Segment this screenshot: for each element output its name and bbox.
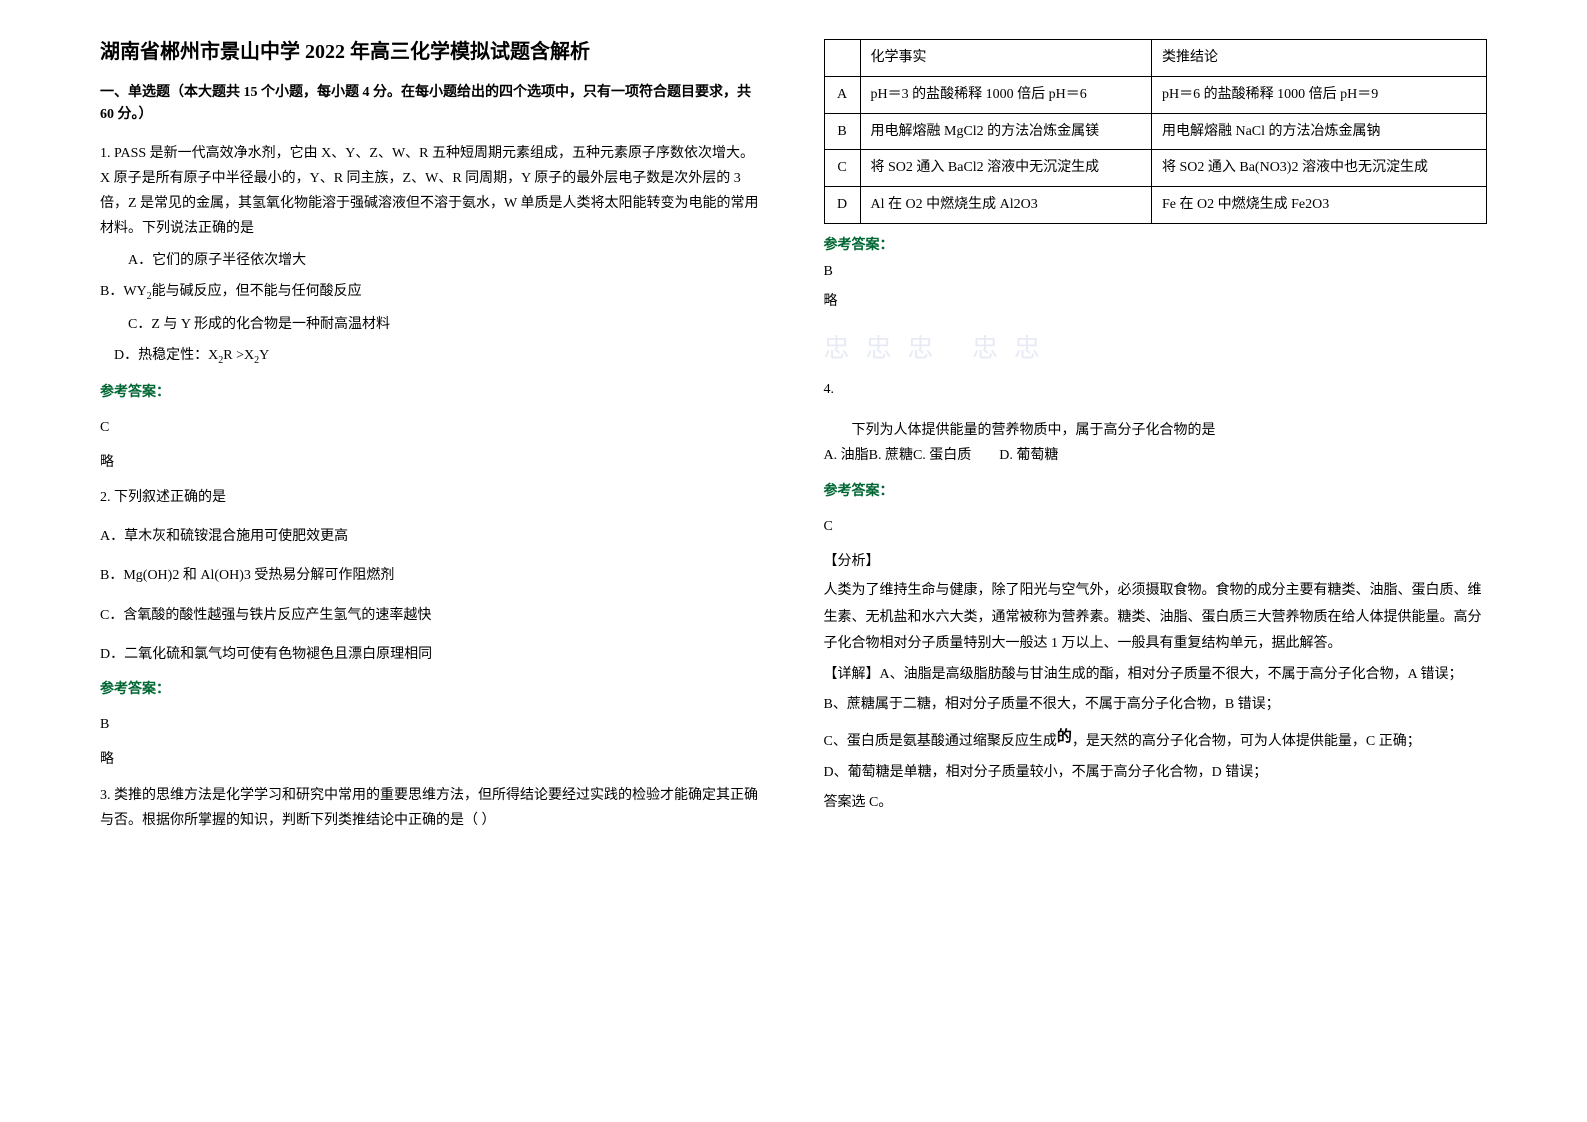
q4-text: 下列为人体提供能量的营养物质中，属于高分子化合物的是 <box>824 418 1488 443</box>
q3-row-d: D Al 在 O2 中燃烧生成 Al2O3 Fe 在 O2 中燃烧生成 Fe2O… <box>824 187 1487 224</box>
q4-answer: C <box>824 514 1488 539</box>
q1-option-d: D．热稳定性：X2R >X2Y <box>114 343 764 370</box>
q3-A-concl: pH＝6 的盐酸稀释 1000 倍后 pH＝9 <box>1151 76 1486 113</box>
q4-analysis-label: 【分析】 <box>824 549 1488 574</box>
q1-option-b: B．WY2能与碱反应，但不能与任何酸反应 <box>100 279 764 306</box>
left-column: 湖南省郴州市景山中学 2022 年高三化学模拟试题含解析 一、单选题（本大题共 … <box>60 35 794 1087</box>
q1-omit: 略 <box>100 450 764 475</box>
q3-text: 3. 类推的思维方法是化学学习和研究中常用的重要思维方法，但所得结论要经过实践的… <box>100 783 764 833</box>
q1-optD-mid: R >X <box>223 348 254 363</box>
q4-answer-label: 参考答案： <box>824 479 1488 504</box>
q3-D-lbl: D <box>824 187 860 224</box>
q3-A-lbl: A <box>824 76 860 113</box>
q4-detailA: A、油脂是高级脂肪酸与甘油生成的酯，相对分子质量不很大，不属于高分子化合物，A … <box>880 667 1463 682</box>
q3-answer: B <box>824 264 1488 280</box>
q3-B-fact: 用电解熔融 MgCl2 的方法冶炼金属镁 <box>860 113 1151 150</box>
q3-omit: 略 <box>824 290 1488 310</box>
q1-answer-label: 参考答案： <box>100 380 764 405</box>
q1-optD-pre: D．热稳定性：X <box>114 348 218 363</box>
q1-answer: C <box>100 415 764 440</box>
q1-optB-post: 能与碱反应，但不能与任何酸反应 <box>152 284 362 299</box>
q4-detailC-pre: C、蛋白质是氨基酸通过缩聚反应生成 <box>824 734 1057 749</box>
question-2: 2. 下列叙述正确的是 A．草木灰和硫铵混合施用可使肥效更高 B．Mg(OH)2… <box>100 485 764 773</box>
q1-option-a: A．它们的原子半径依次增大 <box>128 248 764 273</box>
q3-D-fact: Al 在 O2 中燃烧生成 Al2O3 <box>860 187 1151 224</box>
q4-final: 答案选 C。 <box>824 790 1488 817</box>
q3-B-concl: 用电解熔融 NaCl 的方法冶炼金属钠 <box>1151 113 1486 150</box>
q2-answer: B <box>100 712 764 737</box>
q3-row-a: A pH＝3 的盐酸稀释 1000 倍后 pH＝6 pH＝6 的盐酸稀释 100… <box>824 76 1487 113</box>
q2-option-c: C．含氧酸的酸性越强与铁片反应产生氢气的速率越快 <box>100 603 764 628</box>
right-column: 化学事实 类推结论 A pH＝3 的盐酸稀释 1000 倍后 pH＝6 pH＝6… <box>794 35 1528 1087</box>
q4-detailC-post: ，是天然的高分子化合物，可为人体提供能量，C 正确； <box>1072 734 1421 749</box>
q3-C-concl: 将 SO2 通入 Ba(NO3)2 溶液中也无沉淀生成 <box>1151 150 1486 187</box>
q3-th-concl: 类推结论 <box>1151 40 1486 77</box>
q4-detail-label: 【详解】 <box>824 667 880 682</box>
question-4: 4. 下列为人体提供能量的营养物质中，属于高分子化合物的是 A. 油脂B. 蔗糖… <box>824 377 1488 817</box>
q2-option-b: B．Mg(OH)2 和 Al(OH)3 受热易分解可作阻燃剂 <box>100 563 764 588</box>
q3-answer-label: 参考答案： <box>824 234 1488 254</box>
watermark: 忠忠忠 忠忠 <box>824 328 1488 365</box>
q3-D-concl: Fe 在 O2 中燃烧生成 Fe2O3 <box>1151 187 1486 224</box>
q4-num: 4. <box>824 377 1488 402</box>
q3-row-b: B 用电解熔融 MgCl2 的方法冶炼金属镁 用电解熔融 NaCl 的方法冶炼金… <box>824 113 1487 150</box>
q2-option-d: D．二氧化硫和氯气均可使有色物褪色且漂白原理相同 <box>100 642 764 667</box>
q2-answer-label: 参考答案： <box>100 677 764 702</box>
q3-th-fact: 化学事实 <box>860 40 1151 77</box>
q2-text: 2. 下列叙述正确的是 <box>100 485 764 510</box>
q4-analysis: 人类为了维持生命与健康，除了阳光与空气外，必须摄取食物。食物的成分主要有糖类、油… <box>824 578 1488 658</box>
question-3-text: 3. 类推的思维方法是化学学习和研究中常用的重要思维方法，但所得结论要经过实践的… <box>100 783 764 833</box>
q4-detail-a: 【详解】A、油脂是高级脂肪酸与甘油生成的酯，相对分子质量不很大，不属于高分子化合… <box>824 662 1488 689</box>
q1-optB-pre: B．WY <box>100 284 147 299</box>
page-title: 湖南省郴州市景山中学 2022 年高三化学模拟试题含解析 <box>100 35 764 64</box>
q4-detailC-sup: 的 <box>1057 729 1072 745</box>
q4-detail-c: C、蛋白质是氨基酸通过缩聚反应生成的，是天然的高分子化合物，可为人体提供能量，C… <box>824 723 1488 756</box>
q1-option-c: C．Z 与 Y 形成的化合物是一种耐高温材料 <box>128 312 764 337</box>
section-intro: 一、单选题（本大题共 15 个小题，每小题 4 分。在每小题给出的四个选项中，只… <box>100 82 764 127</box>
q3-table-header-row: 化学事实 类推结论 <box>824 40 1487 77</box>
q2-option-a: A．草木灰和硫铵混合施用可使肥效更高 <box>100 524 764 549</box>
q1-text: 1. PASS 是新一代高效净水剂，它由 X、Y、Z、W、R 五种短周期元素组成… <box>100 141 764 242</box>
question-1: 1. PASS 是新一代高效净水剂，它由 X、Y、Z、W、R 五种短周期元素组成… <box>100 141 764 475</box>
q3-th-blank <box>824 40 860 77</box>
q3-A-fact: pH＝3 的盐酸稀释 1000 倍后 pH＝6 <box>860 76 1151 113</box>
q2-omit: 略 <box>100 747 764 772</box>
q4-detail-d: D、葡萄糖是单糖，相对分子质量较小，不属于高分子化合物，D 错误； <box>824 760 1488 787</box>
q3-C-lbl: C <box>824 150 860 187</box>
q3-row-c: C 将 SO2 通入 BaCl2 溶液中无沉淀生成 将 SO2 通入 Ba(NO… <box>824 150 1487 187</box>
q3-B-lbl: B <box>824 113 860 150</box>
q1-optD-post: Y <box>259 348 269 363</box>
q3-C-fact: 将 SO2 通入 BaCl2 溶液中无沉淀生成 <box>860 150 1151 187</box>
q4-options: A. 油脂B. 蔗糖C. 蛋白质 D. 葡萄糖 <box>824 443 1488 468</box>
q3-table: 化学事实 类推结论 A pH＝3 的盐酸稀释 1000 倍后 pH＝6 pH＝6… <box>824 39 1488 224</box>
q4-detail-b: B、蔗糖属于二糖，相对分子质量不很大，不属于高分子化合物，B 错误； <box>824 692 1488 719</box>
